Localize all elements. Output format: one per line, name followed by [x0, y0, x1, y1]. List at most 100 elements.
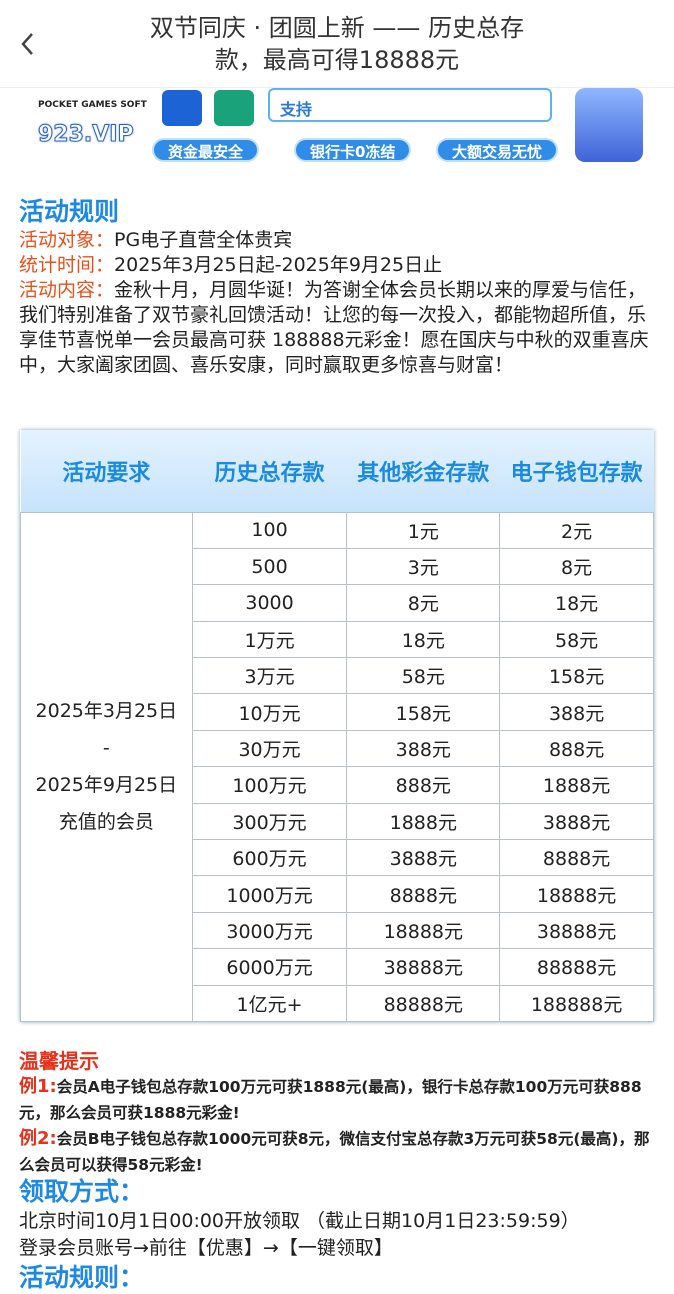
- column-header: 活动要求: [20, 430, 193, 512]
- table-cell: 10万元: [191, 693, 348, 731]
- table-cell: 3元: [346, 547, 501, 586]
- table-cell: 38888元: [499, 911, 654, 950]
- claim-line: 登录会员账号→前往【优惠】→【一键领取】: [19, 1237, 393, 1259]
- page-title: 双节同庆 · 团圆上新 —— 历史总存款，最高可得18888元: [149, 13, 525, 74]
- table-cell: 88888元: [346, 984, 501, 1022]
- table-row: 600万元 3888元 8888元: [21, 839, 654, 877]
- rule-label: 活动内容：: [19, 279, 115, 301]
- lock-icon: [575, 88, 643, 162]
- table-row: 30万元 388元 888元: [21, 729, 654, 768]
- table-row: 3万元 58元 158元: [21, 657, 654, 695]
- table-row: 1000万元 8888元 18888元: [21, 875, 654, 913]
- table-cell: 6000万元: [191, 948, 348, 986]
- tip-item: 例1:会员A电子钱包总存款100万元可获1888元(最高)，银行卡总存款100万…: [19, 1074, 659, 1126]
- badge: 大额交易无忧: [436, 138, 559, 162]
- table-row: 1万元 18元 58元: [21, 620, 654, 659]
- table-cell: 188888元: [499, 984, 654, 1022]
- table-cell: 30万元: [191, 729, 348, 768]
- table-cell: 888元: [346, 766, 501, 804]
- table-cell: 88888元: [499, 948, 654, 986]
- column-header: 其他彩金存款: [346, 430, 500, 512]
- icon: [214, 90, 254, 126]
- table-cell: 1888元: [499, 766, 654, 804]
- requirement-line: -: [102, 736, 110, 759]
- table-row: 500 3元 8元: [21, 547, 654, 586]
- table-cell: 8888元: [499, 839, 654, 877]
- table-cell: 888元: [499, 729, 654, 768]
- rule-item: 活动对象：PG电子直营全体贵宾: [19, 228, 659, 253]
- table-row: 2025年3月25日 - 2025年9月25日 充值的会员 100 1元 2元: [20, 511, 654, 1022]
- table-cell: 3000万元: [191, 911, 348, 950]
- back-button[interactable]: [18, 30, 38, 58]
- tip-item: 例2:会员B电子钱包总存款1000元可获8元，微信支付宝总存款3万元可获58元(…: [19, 1126, 659, 1178]
- table-cell: 158元: [499, 657, 654, 695]
- rule-text: 金秋十月，月圆华诞！为答谢全体会员长期以来的厚爱与信任，我们特别准备了双节豪礼回…: [19, 279, 649, 376]
- rule-list: 活动对象：PG电子直营全体贵宾 统计时间：2025年3月25日起-2025年9月2…: [19, 228, 659, 378]
- table-cell: 3000: [191, 584, 348, 622]
- table-cell: 1万元: [191, 620, 348, 659]
- section-title: 活动规则：: [19, 1263, 145, 1292]
- table-row: 10万元 158元 388元: [21, 693, 654, 731]
- section-title: 领取方式：: [19, 1177, 145, 1206]
- requirement-line: 充值的会员: [58, 810, 154, 833]
- table-body: 2025年3月25日 -2025年9月25日 充值的会员 100 1元 2元 500 3元 8元…: [20, 511, 654, 1022]
- requirement-cell: 2025年3月25日 - 2025年9月25日 充值的会员: [20, 511, 193, 1022]
- rules: 活动规则 活动对象：PG电子直营全体贵宾 统计时间：2025年3月25日起-202…: [19, 196, 659, 378]
- table-cell: 1000万元: [191, 875, 348, 913]
- table-cell: 18元: [346, 620, 501, 659]
- rule-text: PG电子直营全体贵宾: [114, 229, 293, 251]
- section-title: 活动规则: [19, 197, 120, 226]
- table-cell: 300万元: [191, 802, 348, 841]
- brand: POCKET GAMES SOFT: [38, 100, 147, 110]
- table-cell: 1元: [346, 511, 501, 549]
- requirement-line: 2025年9月25日: [35, 773, 178, 796]
- rule-item: 活动内容：金秋十月，月圆华诞！为答谢全体会员长期以来的厚爱与信任，我们特别准备了…: [19, 278, 659, 378]
- table-cell: 58元: [346, 657, 501, 695]
- icon: [162, 90, 202, 126]
- table-header: 活动要求 历史总存款 其他彩金存款 电子钱包存款: [20, 430, 654, 512]
- support-bar: 支持: [268, 88, 552, 122]
- table-cell: 100万元: [191, 766, 348, 804]
- rule-item: 统计时间：2025年3月25日起-2025年9月25日止: [19, 253, 659, 278]
- table-cell: 58元: [499, 620, 654, 659]
- table-row: 3000万元 18888元 38888元: [21, 911, 654, 950]
- tip-text: 会员B电子钱包总存款1000元可获8元，微信支付宝总存款3万元可获58元(最高)…: [19, 1130, 650, 1174]
- tip-list: 例1:会员A电子钱包总存款100万元可获1888元(最高)，银行卡总存款100万…: [19, 1074, 659, 1178]
- column-header: 历史总存款: [192, 430, 347, 512]
- table-row: 1亿元+ 88888元 188888元: [21, 984, 654, 1022]
- column-header: 电子钱包存款: [499, 430, 654, 512]
- table-row: 300万元 1888元 3888元: [21, 802, 654, 841]
- table-cell: 18元: [499, 584, 654, 622]
- badge: 银行卡0冻结: [294, 138, 412, 162]
- table-row: 100万元 888元 1888元: [21, 766, 654, 804]
- claim-lines: 北京时间10月1日00:00开放领取 （截止日期10月1日23:59:59） 登录…: [19, 1208, 669, 1262]
- claim: 领取方式： 北京时间10月1日00:00开放领取 （截止日期10月1日23:59…: [19, 1176, 669, 1294]
- table-cell: 1888元: [346, 802, 501, 841]
- reward-table: 活动要求 历史总存款 其他彩金存款 电子钱包存款 2025年3月25日 - 2025年9月2…: [20, 430, 654, 1022]
- tips: 温馨提示 例1:会员A电子钱包总存款100万元可获1888元(最高)，银行卡总存…: [19, 1048, 659, 1178]
- table-cell: 100: [191, 511, 348, 549]
- table-cell: 500: [191, 547, 348, 586]
- table-cell: 8元: [499, 547, 654, 586]
- table-cell: 600万元: [191, 839, 348, 877]
- table-cell: 388元: [499, 693, 654, 731]
- table-cell: 8元: [346, 584, 501, 622]
- claim-line: 北京时间10月1日00:00开放领取 （截止日期10月1日23:59:59）: [19, 1210, 580, 1232]
- requirement-line: 2025年3月25日: [35, 699, 178, 722]
- support-label: 支持: [280, 100, 313, 119]
- table-cell: 18888元: [346, 911, 501, 950]
- tip-text: 会员A电子钱包总存款100万元可获1888元(最高)，银行卡总存款100万元可获…: [19, 1078, 642, 1122]
- banner: POCKET GAMES SOFT 923.VIP 支持 资金最安全 银行卡0冻…: [0, 88, 674, 172]
- table-row: 3000 8元 18元: [21, 584, 654, 622]
- table-cell: 3888元: [499, 802, 654, 841]
- rule-text: 2025年3月25日起-2025年9月25日止: [114, 254, 443, 276]
- table-cell: 8888元: [346, 875, 501, 913]
- section-title: 温馨提示: [19, 1049, 99, 1073]
- table-cell: 3万元: [191, 657, 348, 695]
- table-cell: 38888元: [346, 948, 501, 986]
- table-cell: 3888元: [346, 839, 501, 877]
- table-cell: 2元: [499, 511, 654, 549]
- header: 双节同庆 · 团圆上新 —— 历史总存款，最高可得18888元: [0, 0, 674, 88]
- site: 923.VIP: [38, 122, 135, 148]
